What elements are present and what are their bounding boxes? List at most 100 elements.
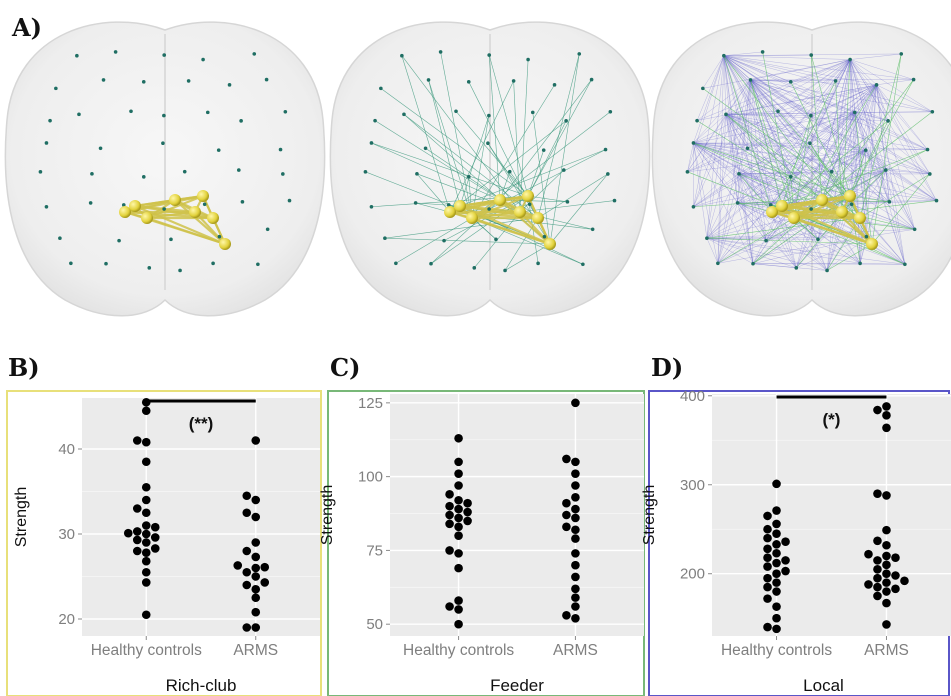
data-point — [891, 584, 900, 594]
data-point — [781, 556, 790, 565]
data-point — [150, 522, 160, 532]
data-point — [445, 546, 454, 555]
data-point — [882, 578, 891, 587]
feeder-strength-chart: 50 75 100 125 Healthy controls ARMS Strength Fe… — [319, 390, 645, 696]
x-category-label: Healthy controls — [403, 642, 514, 659]
data-point — [772, 569, 781, 579]
data-point — [882, 620, 891, 629]
data-point — [150, 533, 160, 542]
data-point — [772, 613, 781, 623]
data-point — [463, 498, 472, 508]
data-point — [772, 602, 781, 611]
data-point — [891, 571, 900, 580]
data-point — [562, 454, 571, 464]
data-point — [454, 531, 463, 540]
plot-background — [390, 394, 644, 636]
data-point — [873, 536, 882, 546]
data-point — [571, 613, 580, 623]
plot-background — [712, 394, 951, 636]
data-point — [781, 566, 790, 576]
data-point — [763, 533, 772, 543]
data-point — [260, 562, 270, 572]
data-point — [882, 540, 891, 550]
data-point — [141, 521, 151, 530]
data-point — [571, 560, 580, 570]
y-tick-label: 30 — [58, 526, 75, 543]
data-point — [763, 622, 772, 632]
data-point — [463, 516, 472, 526]
x-category-label: Healthy controls — [91, 642, 202, 659]
data-point — [141, 437, 151, 447]
data-point — [891, 553, 900, 563]
data-point — [132, 546, 142, 556]
data-point — [242, 508, 252, 518]
brain-feeder-network — [329, 21, 651, 317]
data-point — [772, 578, 781, 587]
data-point — [141, 578, 151, 587]
data-point — [141, 406, 151, 416]
panel-label-b: B) — [8, 353, 40, 382]
data-point — [454, 504, 463, 514]
data-point — [141, 567, 151, 577]
y-tick-label: 75 — [366, 542, 383, 559]
data-point — [454, 481, 463, 490]
x-category-label: Healthy controls — [721, 642, 832, 659]
data-point — [571, 513, 580, 523]
brain-rich-club-network — [4, 21, 326, 317]
x-category-label: ARMS — [233, 642, 278, 659]
data-point — [454, 469, 463, 478]
data-point — [772, 624, 781, 634]
data-point — [141, 610, 151, 620]
data-point — [882, 491, 891, 500]
data-point — [141, 548, 151, 557]
data-point — [454, 522, 463, 532]
data-point — [772, 548, 781, 558]
data-point — [242, 580, 252, 590]
data-point — [873, 582, 882, 592]
data-point — [772, 540, 781, 549]
data-point — [571, 549, 580, 558]
data-point — [251, 512, 261, 522]
data-point — [562, 522, 571, 532]
data-point — [571, 593, 580, 602]
data-point — [251, 572, 261, 581]
significance-label: (**) — [189, 414, 214, 433]
data-point — [132, 535, 142, 545]
data-point — [864, 549, 873, 559]
data-point — [873, 556, 882, 565]
data-point — [772, 587, 781, 596]
x-axis-title: Rich-club — [166, 676, 237, 695]
data-point — [763, 582, 772, 592]
y-tick-label: 400 — [680, 388, 705, 405]
data-point — [242, 491, 252, 501]
data-point — [781, 537, 790, 546]
data-point — [251, 436, 261, 445]
y-tick-label: 200 — [680, 566, 705, 583]
data-point — [445, 602, 454, 611]
data-point — [562, 498, 571, 508]
data-point — [882, 411, 891, 420]
data-point — [571, 572, 580, 582]
data-point — [900, 576, 909, 586]
brain-local-network — [651, 21, 951, 317]
data-point — [763, 594, 772, 603]
data-point — [882, 598, 891, 608]
panel-label-a: A) — [11, 13, 42, 42]
data-point — [454, 563, 463, 573]
data-point — [571, 504, 580, 514]
y-tick-label: 40 — [58, 441, 75, 458]
data-point — [873, 489, 882, 498]
data-point — [571, 602, 580, 611]
y-tick-label: 100 — [358, 469, 383, 486]
y-tick-label: 300 — [680, 477, 705, 494]
data-point — [571, 525, 580, 535]
data-point — [772, 529, 781, 538]
y-axis-title: Strength — [319, 485, 336, 545]
x-category-label: ARMS — [864, 642, 909, 659]
data-point — [882, 569, 891, 579]
data-point — [882, 423, 891, 433]
data-point — [251, 552, 261, 562]
data-point — [882, 525, 891, 535]
data-point — [132, 527, 142, 536]
data-point — [882, 560, 891, 570]
